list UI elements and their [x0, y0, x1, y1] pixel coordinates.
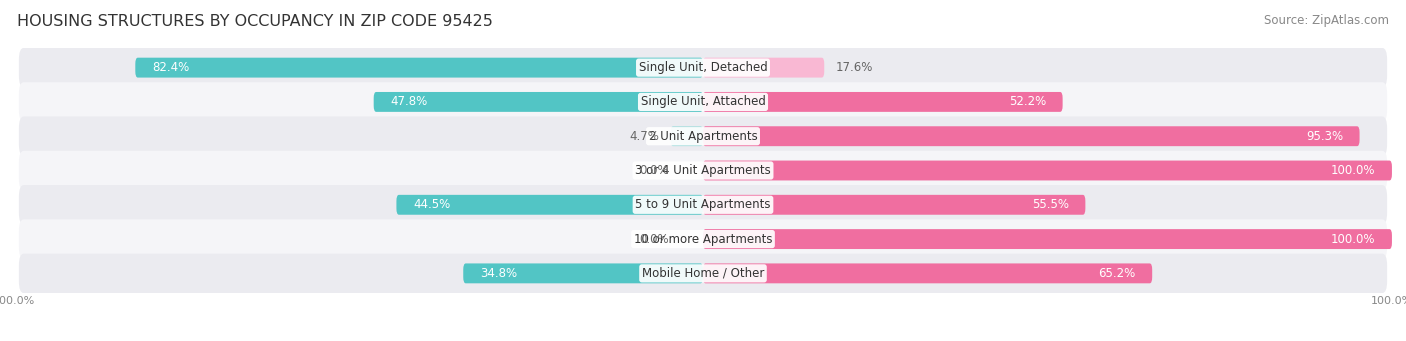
Text: 2 Unit Apartments: 2 Unit Apartments — [648, 130, 758, 143]
Text: 47.8%: 47.8% — [391, 95, 427, 108]
Text: 65.2%: 65.2% — [1098, 267, 1136, 280]
Text: 5 to 9 Unit Apartments: 5 to 9 Unit Apartments — [636, 198, 770, 211]
Text: 82.4%: 82.4% — [152, 61, 188, 74]
Text: 55.5%: 55.5% — [1032, 198, 1069, 211]
Text: Single Unit, Detached: Single Unit, Detached — [638, 61, 768, 74]
Text: 100.0%: 100.0% — [1331, 164, 1375, 177]
Text: 44.5%: 44.5% — [413, 198, 450, 211]
Text: Source: ZipAtlas.com: Source: ZipAtlas.com — [1264, 14, 1389, 27]
FancyBboxPatch shape — [703, 195, 1085, 215]
FancyBboxPatch shape — [18, 117, 1388, 156]
FancyBboxPatch shape — [396, 195, 703, 215]
FancyBboxPatch shape — [18, 185, 1388, 224]
FancyBboxPatch shape — [18, 254, 1388, 293]
FancyBboxPatch shape — [18, 219, 1388, 259]
Text: Single Unit, Attached: Single Unit, Attached — [641, 95, 765, 108]
FancyBboxPatch shape — [703, 58, 824, 77]
FancyBboxPatch shape — [703, 92, 1063, 112]
FancyBboxPatch shape — [703, 229, 1392, 249]
FancyBboxPatch shape — [18, 48, 1388, 87]
Text: 17.6%: 17.6% — [835, 61, 873, 74]
FancyBboxPatch shape — [671, 126, 703, 146]
FancyBboxPatch shape — [135, 58, 703, 77]
Text: Mobile Home / Other: Mobile Home / Other — [641, 267, 765, 280]
Text: 100.0%: 100.0% — [1331, 233, 1375, 246]
FancyBboxPatch shape — [703, 126, 1360, 146]
Text: HOUSING STRUCTURES BY OCCUPANCY IN ZIP CODE 95425: HOUSING STRUCTURES BY OCCUPANCY IN ZIP C… — [17, 14, 492, 29]
FancyBboxPatch shape — [18, 151, 1388, 190]
FancyBboxPatch shape — [703, 264, 1152, 283]
Text: 34.8%: 34.8% — [479, 267, 517, 280]
Text: 4.7%: 4.7% — [630, 130, 659, 143]
Text: 3 or 4 Unit Apartments: 3 or 4 Unit Apartments — [636, 164, 770, 177]
Text: 0.0%: 0.0% — [638, 233, 669, 246]
Text: 0.0%: 0.0% — [638, 164, 669, 177]
FancyBboxPatch shape — [18, 82, 1388, 122]
FancyBboxPatch shape — [463, 264, 703, 283]
FancyBboxPatch shape — [703, 161, 1392, 180]
FancyBboxPatch shape — [374, 92, 703, 112]
Text: 95.3%: 95.3% — [1306, 130, 1343, 143]
Text: 52.2%: 52.2% — [1010, 95, 1046, 108]
Text: 10 or more Apartments: 10 or more Apartments — [634, 233, 772, 246]
